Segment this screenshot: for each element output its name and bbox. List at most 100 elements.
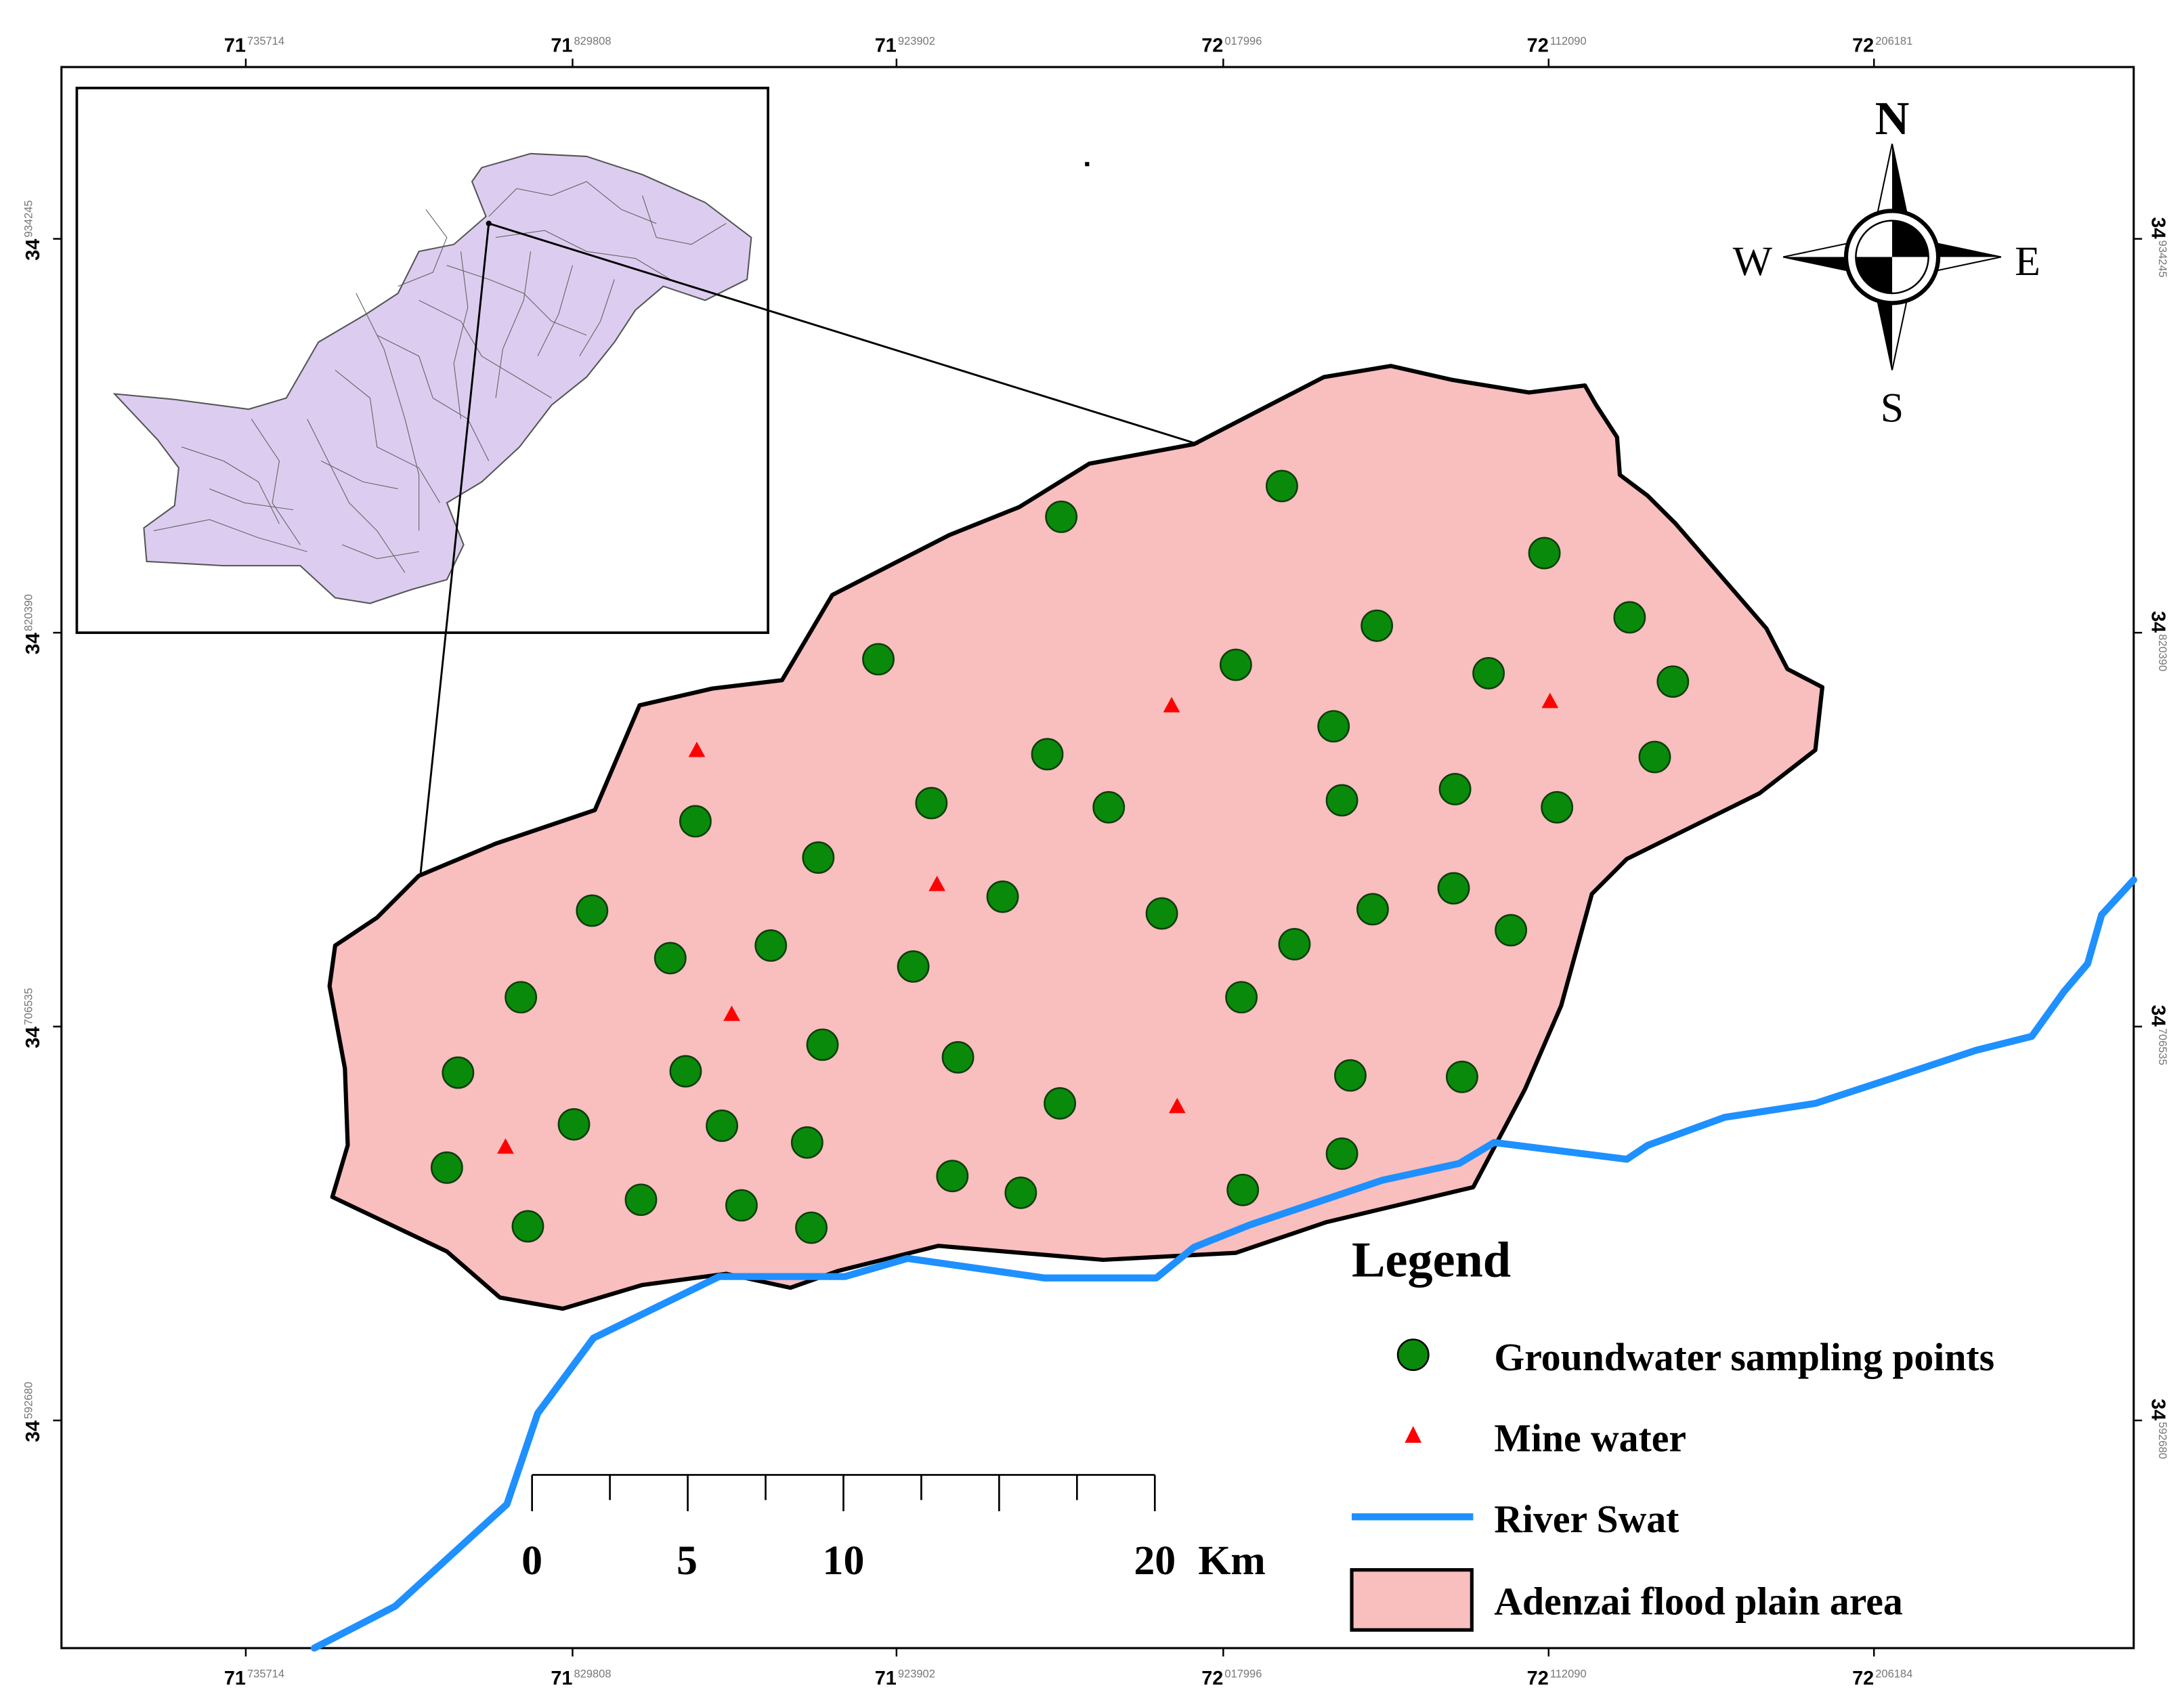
groundwater-point [442,1056,475,1089]
groundwater-point [1226,1173,1260,1206]
left-lat-minutes: 592680 [22,1382,35,1419]
leader-line-upper [488,222,1199,446]
mine-water-point [1541,692,1559,709]
groundwater-point [1446,1060,1478,1093]
coordinate-grid-ticks [53,58,2143,1657]
mine-water-point [928,875,945,891]
right-lat-degree: 34 [2147,1399,2169,1420]
right-lat-degree: 34 [2147,611,2169,633]
mine-water-point [1163,696,1180,713]
groundwater-point [1278,927,1311,960]
bottom-lon-degree: 71 [224,1668,246,1689]
groundwater-point [986,880,1019,913]
compass-quadrant-ne [1892,220,1929,257]
left-lat-minutes: 934245 [22,200,35,238]
groundwater-sampling-points [430,469,1690,1244]
legend-river-label: River Swat [1494,1498,1679,1541]
map-dot [1085,162,1090,167]
north-arrow-compass: N S W E [1733,93,2040,431]
legend-title: Legend [1352,1233,1511,1288]
top-lon-degree: 71 [551,35,572,56]
compass-north-shade [1892,144,1908,217]
bottom-lon-degree: 72 [1201,1668,1223,1689]
compass-west-shade [1783,257,1856,273]
river-swat [310,876,2137,1652]
groundwater-point [1437,872,1470,905]
bottom-lon-minutes: 206184 [1875,1668,1912,1680]
groundwater-point [1317,710,1350,743]
left-lat-label: 34 706535 [22,988,44,1048]
mine-water-point [688,741,706,757]
groundwater-point [806,1028,839,1061]
top-lon-degree: 72 [1852,35,1874,56]
groundwater-point [915,786,948,820]
groundwater-point [1356,893,1389,926]
groundwater-point [1528,536,1561,570]
groundwater-point [624,1183,658,1217]
scale-unit: Km [1198,1538,1266,1584]
groundwater-point [1495,914,1528,947]
inset-map-pakistan [75,87,769,634]
top-lon-minutes: 923902 [898,35,935,47]
groundwater-point [1472,656,1505,690]
groundwater-point [1031,738,1064,771]
right-lat-degree: 34 [2147,1005,2169,1026]
groundwater-point [430,1151,463,1184]
legend-mine-symbol [1405,1426,1422,1443]
legend-groundwater-label: Groundwater sampling points [1494,1336,1994,1379]
groundwater-point [725,1189,758,1222]
scale-bar-ticks [531,1475,1156,1512]
groundwater-point [795,1211,828,1244]
inset-district-boundaries [153,181,727,573]
bottom-lon-minutes: 829808 [574,1668,612,1680]
scale-label-0: 0 [521,1538,542,1584]
groundwater-point [1638,740,1671,774]
groundwater-point [1225,981,1258,1014]
groundwater-point [654,942,687,975]
left-lat-degree: 34 [22,1420,44,1442]
map-frame [60,66,2135,1649]
groundwater-point [511,1210,544,1243]
compass-label-e: E [2015,238,2040,284]
mine-water-point [1168,1097,1186,1114]
groundwater-point [1361,609,1394,642]
groundwater-point [1325,784,1358,817]
groundwater-point [897,950,930,983]
right-lat-degree: 34 [2147,217,2169,238]
groundwater-point [802,841,835,874]
top-lon-degree: 71 [875,35,897,56]
right-lat-minutes: 706535 [2156,1028,2168,1065]
top-lon-minutes: 206181 [1875,35,1912,47]
groundwater-point [1044,1087,1076,1120]
groundwater-point [941,1041,975,1074]
compass-quadrant-sw [1856,257,1893,294]
compass-label-s: S [1881,385,1904,431]
right-lat-label: 34 592680 [2147,1399,2169,1459]
right-lat-minutes: 934245 [2156,240,2168,278]
groundwater-point [936,1160,969,1193]
top-lon-degree: 72 [1201,35,1223,56]
legend-groundwater-symbol [1396,1338,1430,1372]
bottom-lon-minutes: 112090 [1550,1668,1587,1680]
bottom-lon-degree: 72 [1852,1668,1874,1689]
scale-label-5: 5 [677,1538,698,1584]
groundwater-point [669,1055,702,1088]
bottom-lon-minutes: 923902 [898,1668,935,1680]
groundwater-point [790,1126,823,1159]
top-lon-minutes: 112090 [1550,35,1587,47]
groundwater-point [1541,790,1574,824]
scale-label-20: 20 [1134,1538,1176,1584]
groundwater-point [1092,790,1126,824]
groundwater-point [1438,773,1472,805]
top-lon-degree: 71 [224,35,246,56]
groundwater-point [1045,501,1078,533]
groundwater-point [679,805,712,838]
groundwater-point [1325,1137,1358,1170]
top-lon-minutes: 829808 [574,35,612,47]
right-lat-minutes: 592680 [2156,1422,2168,1459]
